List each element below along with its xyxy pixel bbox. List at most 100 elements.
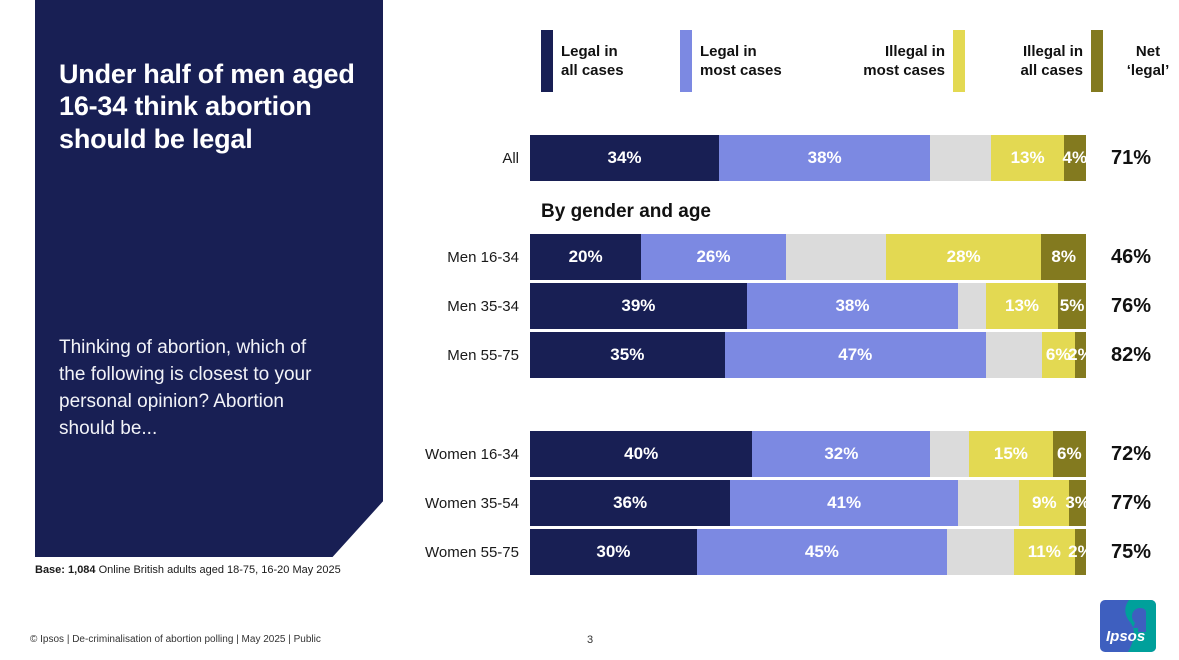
chart-rows: All 34% 38% 13% 4% 71% By gender and age Men 16…: [414, 135, 1179, 578]
row-label: Women 35-54: [425, 494, 519, 512]
bar-segment-illegal-all: 8%: [1041, 234, 1086, 280]
segment-value-label: 35%: [610, 345, 645, 364]
segment-value-label: 13%: [1005, 296, 1040, 315]
stacked-bar: 30% 45% 11% 2%: [530, 529, 1093, 575]
bar-segment-legal-all: 36%: [530, 480, 731, 526]
segment-value-label: 40%: [624, 444, 659, 463]
bar-segment-unlabeled: [930, 431, 970, 477]
stacked-bar: 35% 47% 6% 2%: [530, 332, 1093, 378]
segment-value-label: 39%: [621, 296, 656, 315]
bar-segment-legal-all: 39%: [530, 283, 747, 329]
section-heading: By gender and age: [541, 201, 711, 222]
ipsos-logo-graphic: Ipsos: [1100, 600, 1156, 652]
page-number: 3: [586, 634, 594, 646]
bar-segment-unlabeled: [985, 332, 1042, 378]
segment-value-label: 8%: [1051, 247, 1076, 266]
legend-item-legal-all: Legal in all cases: [541, 30, 624, 92]
segment-value-label: 32%: [824, 444, 859, 463]
legend-item-illegal-all: Illegal in all cases: [983, 30, 1103, 92]
title-panel: Under half of men aged 16-34 think abort…: [35, 0, 383, 557]
bar-segment-legal-most: 47%: [724, 332, 986, 378]
legend-swatch-legal-most: [680, 30, 692, 92]
segment-value-label: 34%: [607, 148, 642, 167]
bar-segment-legal-most: 45%: [696, 529, 947, 575]
legend-label: Illegal in all cases: [1020, 43, 1083, 79]
bar-segment-illegal-most: 28%: [885, 234, 1042, 280]
legend-item-legal-most: Legal in most cases: [680, 30, 782, 92]
segment-value-label: 13%: [1010, 148, 1045, 167]
base-note: Base: 1,084 Online British adults aged 1…: [35, 564, 341, 576]
chart-row: Women 55-75 30% 45% 11% 2% 75%: [414, 529, 1179, 575]
ipsos-logo-text: Ipsos: [1106, 628, 1145, 645]
stacked-bar: 20% 26% 28% 8%: [530, 234, 1086, 280]
bar-segment-unlabeled: [958, 283, 986, 329]
bar-segment-unlabeled: [930, 135, 992, 181]
row-label: Men 16-34: [447, 248, 519, 266]
segment-value-label: 47%: [838, 345, 873, 364]
legend-label: Legal in most cases: [700, 43, 782, 79]
row-label: Men 55-75: [447, 346, 519, 364]
bar-segment-illegal-most: 15%: [969, 431, 1053, 477]
segment-value-label: 41%: [827, 493, 862, 512]
chart-row: Women 35-54 36% 41% 9% 3% 77%: [414, 480, 1179, 526]
segment-value-label: 26%: [696, 247, 731, 266]
net-legal-value: 46%: [1110, 245, 1152, 268]
segment-value-label: 2%: [1068, 345, 1093, 364]
ipsos-logo: Ipsos: [1100, 600, 1156, 652]
chart-row: Men 16-34 20% 26% 28% 8% 46%: [414, 234, 1179, 280]
net-legal-value: 75%: [1110, 540, 1152, 563]
segment-value-label: 6%: [1056, 444, 1082, 463]
legend-label: Legal in all cases: [561, 43, 624, 79]
bar-segment-illegal-all: 5%: [1058, 283, 1086, 329]
bar-segment-legal-all: 35%: [530, 332, 725, 378]
segment-value-label: 30%: [596, 542, 631, 561]
bar-segment-legal-most: 26%: [641, 234, 786, 280]
bar-segment-illegal-all: 4%: [1062, 135, 1088, 181]
base-note-text: Online British adults aged 18-75, 16-20 …: [95, 564, 341, 576]
segment-value-label: 2%: [1068, 542, 1093, 561]
legend-swatch-illegal-most: [953, 30, 965, 92]
legend-label: Illegal in most cases: [863, 43, 945, 79]
net-legal-value: 82%: [1110, 343, 1152, 366]
stacked-bar: 34% 38% 13% 4%: [530, 135, 1088, 181]
segment-value-label: 6%: [1045, 345, 1071, 364]
slide-title: Under half of men aged 16-34 think abort…: [59, 59, 355, 154]
bar-segment-illegal-most: 11%: [1013, 529, 1075, 575]
bar-segment-legal-all: 34%: [530, 135, 720, 181]
footer-copyright: © Ipsos | De-criminalisation of abortion…: [30, 634, 321, 645]
bar-segment-legal-all: 40%: [530, 431, 753, 477]
bar-segment-illegal-most: 13%: [991, 135, 1064, 181]
legend-item-illegal-most: Illegal in most cases: [845, 30, 965, 92]
chart-row: Men 35-34 39% 38% 13% 5% 76%: [414, 283, 1179, 329]
stacked-bar: 40% 32% 15% 6%: [530, 431, 1086, 477]
bar-segment-illegal-all: 2%: [1068, 529, 1093, 575]
segment-value-label: 5%: [1059, 296, 1085, 315]
legend-swatch-illegal-all: [1091, 30, 1103, 92]
bar-segment-legal-most: 38%: [746, 283, 959, 329]
segment-value-label: 36%: [613, 493, 648, 512]
base-note-bold: Base: 1,084: [35, 564, 96, 576]
segment-value-label: 38%: [835, 296, 870, 315]
segment-value-label: 3%: [1065, 493, 1090, 512]
row-label: Women 16-34: [425, 445, 519, 463]
row-label: Women 55-75: [425, 543, 519, 561]
bar-segment-unlabeled: [958, 480, 1020, 526]
net-legal-value: 71%: [1110, 146, 1152, 169]
legend-swatch-legal-all: [541, 30, 553, 92]
bar-segment-legal-all: 20%: [530, 234, 642, 280]
survey-question: Thinking of abortion, which of the follo…: [59, 337, 312, 439]
segment-value-label: 4%: [1062, 148, 1088, 167]
chart-legend: Legal in all cases Legal in most cases I…: [0, 30, 1179, 94]
segment-value-label: 45%: [804, 542, 839, 561]
net-legal-column-header: Net ‘legal’: [1126, 43, 1170, 79]
segment-value-label: 20%: [568, 247, 603, 266]
chart-row: Men 55-75 35% 47% 6% 2% 82%: [414, 332, 1179, 378]
net-legal-value: 76%: [1110, 294, 1152, 317]
chart-row: All 34% 38% 13% 4% 71%: [414, 135, 1179, 181]
bar-segment-legal-most: 41%: [730, 480, 959, 526]
bar-segment-illegal-all: 3%: [1065, 480, 1090, 526]
segment-value-label: 9%: [1031, 493, 1057, 512]
stacked-bar: 39% 38% 13% 5%: [530, 283, 1086, 329]
stacked-bar: 36% 41% 9% 3%: [530, 480, 1090, 526]
segment-value-label: 15%: [993, 444, 1028, 463]
